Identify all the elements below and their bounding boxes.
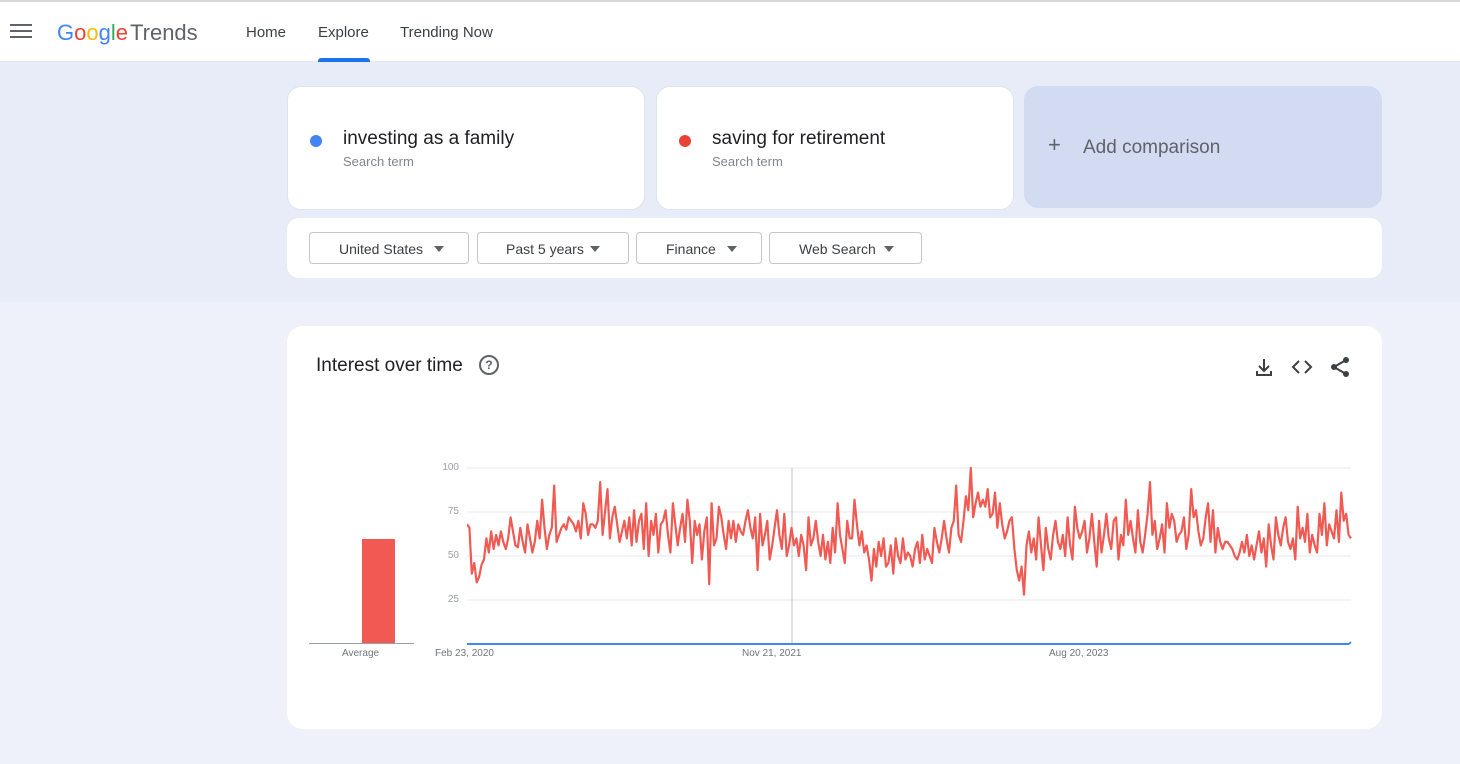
y-tick-label: 50	[447, 550, 459, 561]
x-tick-label: Feb 23, 2020	[435, 648, 494, 659]
share-icon[interactable]	[1329, 356, 1351, 378]
term-color-dot	[310, 135, 322, 147]
average-label: Average	[342, 648, 380, 659]
search-term-card-2[interactable]: saving for retirement Search term	[656, 86, 1014, 210]
caret-down-icon	[590, 246, 600, 252]
interest-over-time-title: Interest over time	[316, 355, 463, 376]
hamburger-menu-icon[interactable]	[10, 24, 32, 40]
search-term-label[interactable]: saving for retirement	[712, 128, 886, 149]
average-bar-saving-for-retirement	[362, 539, 395, 644]
caret-down-icon	[884, 246, 894, 252]
time-range-dropdown[interactable]: Past 5 years	[477, 232, 629, 264]
nav-explore[interactable]: Explore	[318, 24, 369, 41]
term-color-dot	[679, 135, 691, 147]
search-type-dropdown-label: Web Search	[799, 241, 876, 257]
embed-code-icon[interactable]	[1291, 356, 1313, 378]
average-baseline	[309, 643, 414, 644]
plus-icon: +	[1048, 132, 1061, 157]
nav-home[interactable]: Home	[246, 24, 287, 41]
caret-down-icon	[434, 246, 444, 252]
google-trends-logo[interactable]: GoogleTrends	[57, 20, 198, 45]
region-dropdown[interactable]: United States	[309, 232, 469, 264]
interest-over-time-card: Interest over time ? Average 100 75 50 2…	[287, 326, 1382, 729]
category-dropdown-label: Finance	[666, 241, 716, 257]
category-dropdown[interactable]: Finance	[636, 232, 762, 264]
series-line-investing-as-a-family	[467, 641, 1352, 645]
y-tick-label: 75	[447, 506, 459, 517]
nav-trending-now[interactable]: Trending Now	[400, 24, 493, 41]
caret-down-icon	[727, 246, 737, 252]
y-tick-label: 100	[442, 462, 459, 473]
nav-active-indicator	[318, 58, 370, 62]
add-comparison-label: Add comparison	[1083, 137, 1221, 158]
search-term-card-1[interactable]: investing as a family Search term	[287, 86, 645, 210]
help-icon[interactable]: ?	[479, 355, 499, 375]
add-comparison-button[interactable]: + Add comparison	[1024, 86, 1382, 208]
interest-line-chart[interactable]	[467, 466, 1352, 648]
search-term-sublabel: Search term	[712, 154, 783, 169]
top-bar: GoogleTrends Home Explore Trending Now	[0, 0, 1460, 62]
y-tick-label: 25	[447, 594, 459, 605]
filter-bar: United States Past 5 years Finance Web S…	[287, 218, 1382, 278]
search-term-sublabel: Search term	[343, 154, 414, 169]
download-icon[interactable]	[1253, 356, 1275, 378]
region-dropdown-label: United States	[339, 241, 424, 257]
search-term-label[interactable]: investing as a family	[343, 128, 515, 149]
x-tick-label: Nov 21, 2021	[742, 648, 802, 659]
search-type-dropdown[interactable]: Web Search	[769, 232, 922, 264]
time-range-dropdown-label: Past 5 years	[506, 241, 584, 257]
x-tick-label: Aug 20, 2023	[1049, 648, 1109, 659]
series-line-saving-for-retirement	[467, 466, 1352, 596]
